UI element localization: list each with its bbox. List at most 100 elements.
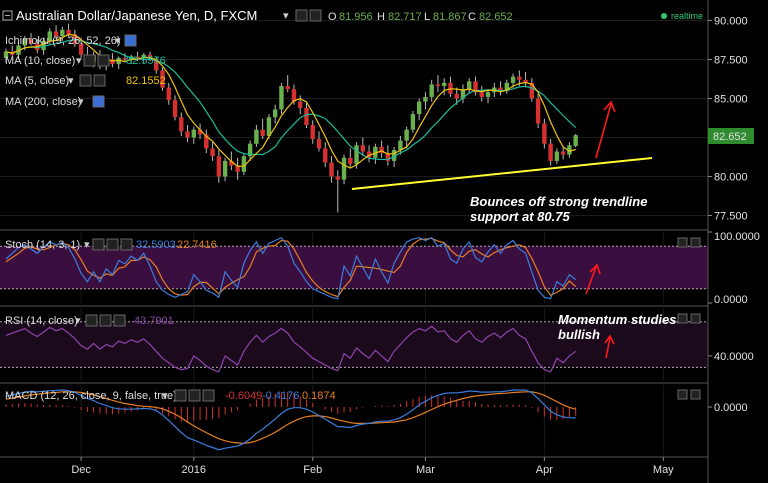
pane-up-icon[interactable] [677,237,688,248]
symbol-title[interactable]: Australian Dollar/Japanese Yen, D, FXCM [16,8,257,23]
candle-body[interactable] [285,86,290,90]
macd-gear-icon[interactable] [188,389,201,402]
candle-body[interactable] [567,145,572,155]
pane-down-icon[interactable] [690,237,701,248]
candle-body[interactable] [216,156,222,177]
macd-legend[interactable]: MACD (12, 26, close, 9, false, true) [5,390,177,402]
candle-body[interactable] [22,39,27,46]
candle-body[interactable] [28,39,34,44]
stoch-gear-icon[interactable] [106,238,119,251]
candle-body[interactable] [366,151,372,158]
candle-body[interactable] [504,82,509,91]
candle-body[interactable] [316,139,322,149]
candle-body[interactable] [329,162,334,177]
pane-down-icon[interactable] [690,389,701,400]
candle-body[interactable] [410,114,416,130]
candle-body[interactable] [310,125,315,140]
ma10-dropdown-icon[interactable]: ▾ [76,55,82,67]
candle-body[interactable] [3,51,9,58]
candle-body[interactable] [391,149,397,161]
stoch-close-icon[interactable] [120,238,133,251]
candle-body[interactable] [229,160,234,166]
ma200-legend[interactable]: MA (200, close) [5,96,81,108]
candle-body[interactable] [197,129,203,135]
candle-body[interactable] [323,148,328,163]
candle-body[interactable] [172,100,178,118]
candle-body[interactable] [429,84,434,97]
candle-body[interactable] [47,31,53,41]
ma5-dropdown-icon[interactable]: ▾ [68,75,74,87]
macd-close-icon[interactable] [202,389,215,402]
candle-body[interactable] [266,117,272,136]
macd-eye-icon[interactable] [174,389,187,402]
candle-body[interactable] [53,31,59,37]
candle-body[interactable] [166,87,171,101]
ma10-eye-icon[interactable] [83,54,96,67]
pane-up-icon[interactable] [677,389,688,400]
candle-body[interactable] [141,54,146,58]
candle-body[interactable] [241,156,247,172]
ma5-legend[interactable]: MA (5, close) [5,75,69,87]
candle-body[interactable] [60,29,65,37]
candle-body[interactable] [542,123,547,144]
candle-body[interactable] [279,86,284,110]
symbol-dropdown-icon[interactable]: ▾ [283,10,289,22]
rsi-eye-icon[interactable] [85,314,98,327]
candle-body[interactable] [41,40,46,51]
candle-body[interactable] [423,96,428,102]
candle-body[interactable] [385,153,391,161]
candle-body[interactable] [485,92,491,97]
macd-dropdown-icon[interactable]: ▾ [162,390,168,402]
rsi-dropdown-icon[interactable]: ▾ [75,315,81,327]
ma5-gear-icon[interactable] [93,74,106,87]
candle-body[interactable] [517,76,522,80]
candle-body[interactable] [291,89,297,102]
candle-body[interactable] [204,134,209,149]
ma10-legend[interactable]: MA (10, close) [5,55,75,67]
candle-body[interactable] [479,92,484,97]
candle-body[interactable] [304,107,309,126]
candle-body[interactable] [110,59,115,65]
candle-body[interactable] [210,148,215,157]
candle-body[interactable] [467,81,472,90]
pane-up-icon[interactable] [677,313,688,324]
stoch-dropdown-icon[interactable]: ▾ [84,239,90,251]
collapse-icon[interactable] [2,10,13,21]
ma10-gear-icon[interactable] [97,54,110,67]
candle-body[interactable] [247,143,253,157]
candle-body[interactable] [135,56,140,58]
candle-body[interactable] [335,176,340,180]
candle-body[interactable] [573,135,578,146]
candle-body[interactable] [272,109,278,118]
eye-icon[interactable] [295,9,308,22]
rsi-close-icon[interactable] [113,314,126,327]
pane-down-icon[interactable] [690,313,701,324]
candle-body[interactable] [398,140,403,150]
ichimoku-dropdown-icon[interactable]: ▾ [115,35,121,47]
trendline-support[interactable] [351,157,653,190]
candle-body[interactable] [560,151,566,155]
candle-body[interactable] [66,29,71,35]
candle-body[interactable] [354,145,359,165]
candle-body[interactable] [404,129,409,141]
candle-body[interactable] [473,81,478,93]
candle-body[interactable] [523,79,528,83]
candle-body[interactable] [260,129,265,136]
candle-body[interactable] [235,165,240,172]
ma200-dropdown-icon[interactable]: ▾ [78,96,84,108]
candle-body[interactable] [341,157,347,180]
rsi-legend[interactable]: RSI (14, close) [5,315,78,327]
candle-body[interactable] [222,160,228,177]
candle-body[interactable] [185,131,190,138]
ma200-eye-icon[interactable] [92,95,105,108]
candle-body[interactable] [454,93,459,99]
candle-body[interactable] [498,87,503,91]
candle-body[interactable] [529,82,535,99]
candle-body[interactable] [254,129,259,144]
candle-body[interactable] [191,129,196,138]
candle-body[interactable] [460,89,466,99]
candle-body[interactable] [373,146,378,158]
candle-body[interactable] [348,157,353,165]
candle-body[interactable] [116,57,121,65]
ichimoku-legend[interactable]: Ichimoku (9, 26, 52, 26) [5,35,121,47]
